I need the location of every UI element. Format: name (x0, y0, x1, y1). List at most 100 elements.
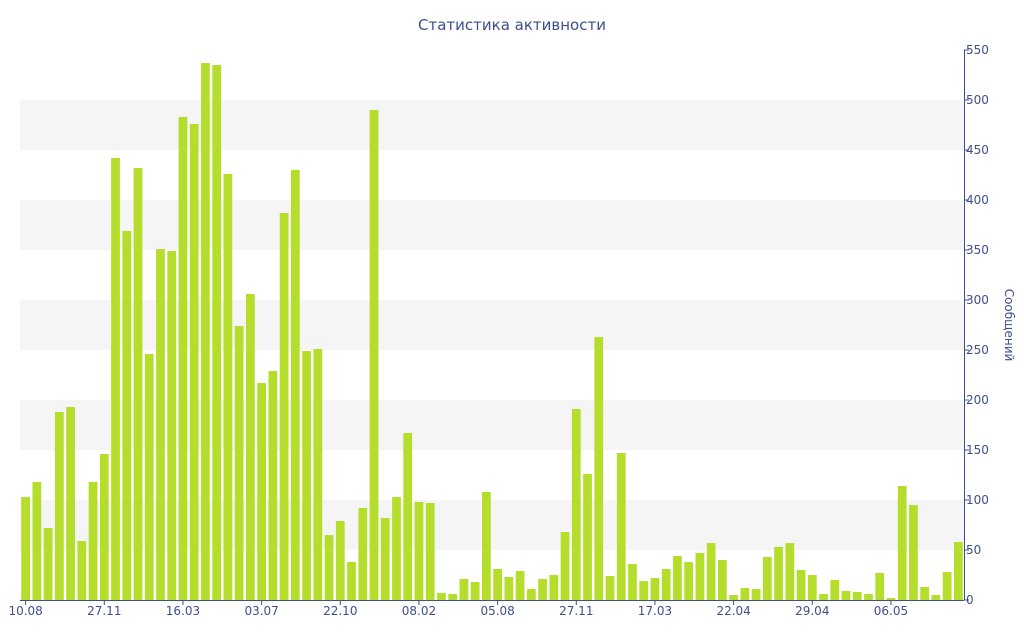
y-tick-label: 250 (966, 343, 989, 357)
x-tick-label: 03.07 (244, 604, 278, 618)
chart-title: Статистика активности (418, 16, 606, 34)
bar[interactable] (684, 562, 694, 600)
bar[interactable] (268, 371, 278, 600)
bar[interactable] (807, 575, 817, 600)
bar[interactable] (796, 570, 806, 600)
bar[interactable] (392, 497, 401, 600)
bar[interactable] (931, 595, 941, 600)
bar[interactable] (583, 474, 592, 600)
bar[interactable] (335, 521, 345, 600)
bar[interactable] (762, 557, 772, 600)
bar[interactable] (122, 231, 132, 600)
bar[interactable] (515, 571, 525, 600)
bar[interactable] (212, 65, 222, 600)
bar[interactable] (729, 595, 739, 600)
bar[interactable] (526, 589, 536, 600)
bar[interactable] (549, 575, 559, 600)
bar[interactable] (189, 124, 199, 600)
x-tick-label: 22.10 (323, 604, 357, 618)
bar[interactable] (369, 110, 379, 600)
bar[interactable] (886, 598, 896, 600)
bar[interactable] (504, 577, 514, 600)
bar[interactable] (167, 251, 177, 600)
bar[interactable] (313, 349, 323, 600)
bar[interactable] (470, 582, 480, 600)
bar[interactable] (279, 213, 289, 600)
y-tick-label: 300 (966, 293, 989, 307)
x-tick-label: 08.02 (402, 604, 436, 618)
bar[interactable] (88, 482, 98, 600)
x-tick-label: 10.08 (8, 604, 42, 618)
bar[interactable] (864, 594, 873, 600)
bar[interactable] (223, 174, 233, 600)
bar[interactable] (875, 573, 885, 600)
bar[interactable] (448, 594, 458, 600)
bar[interactable] (347, 562, 356, 600)
bar[interactable] (324, 535, 334, 600)
bar[interactable] (830, 580, 840, 600)
y-tick-label: 100 (966, 493, 989, 507)
bar[interactable] (437, 593, 446, 600)
bar[interactable] (201, 63, 210, 600)
bar[interactable] (717, 560, 727, 600)
bar[interactable] (706, 543, 716, 600)
bar[interactable] (639, 581, 649, 600)
bar[interactable] (459, 579, 469, 600)
bar[interactable] (695, 553, 705, 600)
bar[interactable] (942, 572, 952, 600)
bar[interactable] (66, 407, 75, 600)
bar[interactable] (841, 591, 851, 600)
bar[interactable] (661, 569, 671, 600)
grid-band (20, 500, 964, 550)
bar[interactable] (245, 294, 255, 600)
bar[interactable] (54, 412, 64, 600)
bar[interactable] (358, 508, 368, 600)
bar[interactable] (493, 569, 503, 600)
y-tick-label: 350 (966, 243, 989, 257)
bar[interactable] (909, 505, 918, 600)
bar[interactable] (538, 579, 547, 600)
y-tick-label: 450 (966, 143, 989, 157)
bar[interactable] (144, 354, 154, 600)
bar[interactable] (852, 592, 862, 600)
bar[interactable] (99, 454, 109, 600)
bar[interactable] (290, 170, 300, 600)
bar[interactable] (77, 541, 87, 600)
bar[interactable] (403, 433, 413, 600)
bar[interactable] (133, 168, 143, 600)
y-tick-label: 150 (966, 443, 989, 457)
y-axis-label: Сообщений (1002, 289, 1016, 362)
bar[interactable] (819, 594, 828, 600)
bar[interactable] (178, 117, 188, 600)
bar[interactable] (594, 337, 604, 600)
y-tick-label: 50 (966, 543, 981, 557)
bar[interactable] (920, 587, 930, 600)
bar[interactable] (785, 543, 795, 600)
bar[interactable] (571, 409, 581, 600)
bar[interactable] (560, 532, 570, 600)
bar[interactable] (605, 576, 615, 600)
bar[interactable] (481, 492, 491, 600)
bar[interactable] (740, 588, 750, 600)
bar[interactable] (673, 556, 682, 600)
bar[interactable] (650, 578, 660, 600)
x-tick-label: 17.03 (638, 604, 672, 618)
bar[interactable] (751, 589, 761, 600)
bar[interactable] (21, 497, 31, 600)
bar[interactable] (111, 158, 120, 600)
bar[interactable] (156, 249, 165, 600)
bar[interactable] (953, 542, 963, 600)
bar[interactable] (425, 503, 435, 600)
bar[interactable] (32, 482, 42, 600)
bar[interactable] (616, 453, 626, 600)
grid-band (20, 200, 964, 250)
bar[interactable] (43, 528, 53, 600)
bar[interactable] (380, 518, 390, 600)
bar[interactable] (897, 486, 907, 600)
bar[interactable] (302, 351, 311, 600)
bar[interactable] (774, 547, 783, 600)
bar[interactable] (628, 564, 637, 600)
bar[interactable] (257, 383, 267, 600)
bar[interactable] (234, 326, 244, 600)
bar[interactable] (414, 502, 424, 600)
